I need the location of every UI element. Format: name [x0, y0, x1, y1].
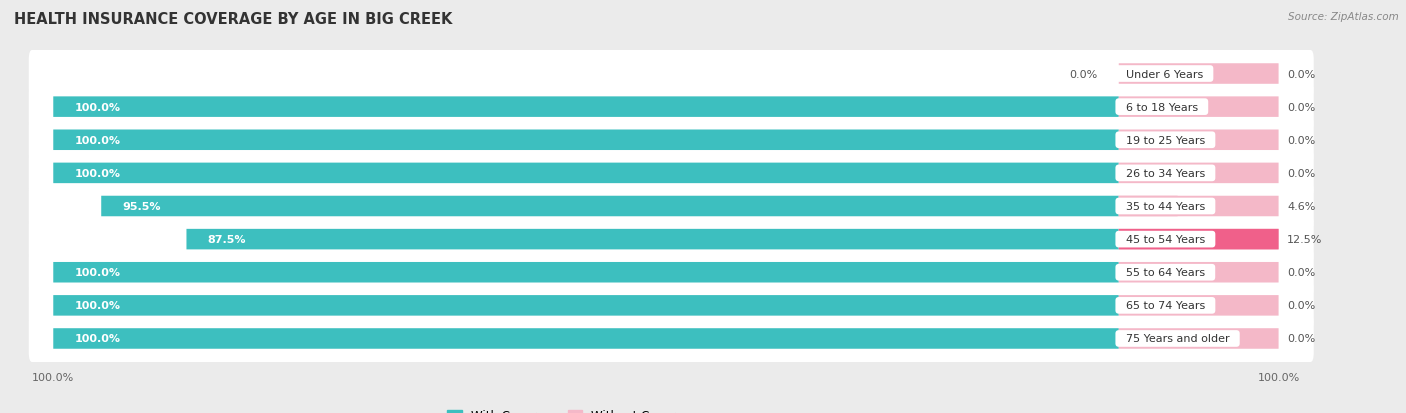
FancyBboxPatch shape: [28, 51, 1313, 98]
Text: 0.0%: 0.0%: [1286, 102, 1316, 112]
FancyBboxPatch shape: [1119, 295, 1278, 316]
Text: 19 to 25 Years: 19 to 25 Years: [1119, 135, 1212, 145]
FancyBboxPatch shape: [1119, 130, 1278, 151]
Text: 100.0%: 100.0%: [75, 169, 121, 178]
FancyBboxPatch shape: [28, 315, 1313, 362]
Text: 75 Years and older: 75 Years and older: [1119, 334, 1236, 344]
Text: 4.6%: 4.6%: [1286, 202, 1316, 211]
FancyBboxPatch shape: [53, 163, 1119, 184]
FancyBboxPatch shape: [28, 183, 1313, 230]
Text: 26 to 34 Years: 26 to 34 Years: [1119, 169, 1212, 178]
FancyBboxPatch shape: [1119, 97, 1278, 118]
Text: 0.0%: 0.0%: [1286, 135, 1316, 145]
Text: 100.0%: 100.0%: [75, 334, 121, 344]
FancyBboxPatch shape: [1119, 328, 1278, 349]
FancyBboxPatch shape: [28, 84, 1313, 131]
FancyBboxPatch shape: [53, 97, 1119, 118]
Text: 100.0%: 100.0%: [75, 102, 121, 112]
Text: Source: ZipAtlas.com: Source: ZipAtlas.com: [1288, 12, 1399, 22]
Text: 0.0%: 0.0%: [1286, 334, 1316, 344]
FancyBboxPatch shape: [53, 295, 1119, 316]
FancyBboxPatch shape: [28, 150, 1313, 197]
Text: 100.0%: 100.0%: [75, 301, 121, 311]
FancyBboxPatch shape: [53, 130, 1119, 151]
Text: 0.0%: 0.0%: [1286, 301, 1316, 311]
Text: 0.0%: 0.0%: [1286, 69, 1316, 79]
FancyBboxPatch shape: [28, 249, 1313, 296]
FancyBboxPatch shape: [187, 229, 1119, 250]
FancyBboxPatch shape: [1119, 229, 1278, 250]
FancyBboxPatch shape: [28, 117, 1313, 164]
Legend: With Coverage, Without Coverage: With Coverage, Without Coverage: [443, 404, 703, 413]
Text: 100.0%: 100.0%: [75, 135, 121, 145]
Text: 12.5%: 12.5%: [1286, 235, 1323, 244]
Text: 0.0%: 0.0%: [1069, 69, 1098, 79]
FancyBboxPatch shape: [1119, 262, 1278, 283]
Text: 0.0%: 0.0%: [1286, 169, 1316, 178]
FancyBboxPatch shape: [53, 262, 1119, 283]
Text: 95.5%: 95.5%: [122, 202, 162, 211]
FancyBboxPatch shape: [53, 328, 1119, 349]
Text: 45 to 54 Years: 45 to 54 Years: [1119, 235, 1212, 244]
Text: 0.0%: 0.0%: [1286, 268, 1316, 278]
Text: 87.5%: 87.5%: [208, 235, 246, 244]
FancyBboxPatch shape: [28, 282, 1313, 329]
FancyBboxPatch shape: [1119, 163, 1278, 184]
FancyBboxPatch shape: [101, 196, 1119, 217]
FancyBboxPatch shape: [28, 216, 1313, 263]
Text: 55 to 64 Years: 55 to 64 Years: [1119, 268, 1212, 278]
FancyBboxPatch shape: [1119, 229, 1278, 250]
FancyBboxPatch shape: [1119, 196, 1278, 217]
Text: 65 to 74 Years: 65 to 74 Years: [1119, 301, 1212, 311]
FancyBboxPatch shape: [1119, 196, 1178, 217]
FancyBboxPatch shape: [1119, 64, 1278, 85]
Text: 35 to 44 Years: 35 to 44 Years: [1119, 202, 1212, 211]
Text: 6 to 18 Years: 6 to 18 Years: [1119, 102, 1205, 112]
Text: 100.0%: 100.0%: [75, 268, 121, 278]
Text: Under 6 Years: Under 6 Years: [1119, 69, 1211, 79]
Text: HEALTH INSURANCE COVERAGE BY AGE IN BIG CREEK: HEALTH INSURANCE COVERAGE BY AGE IN BIG …: [14, 12, 453, 27]
